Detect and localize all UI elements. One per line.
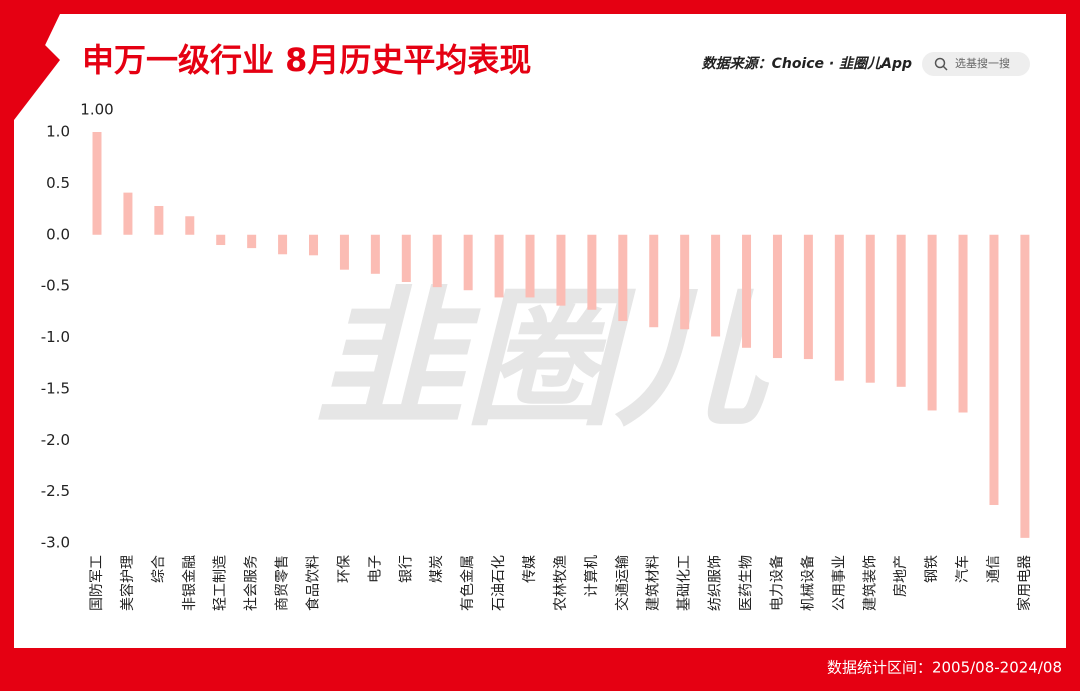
bar xyxy=(865,234,875,383)
x-tick-label: 医药生物 xyxy=(739,555,755,611)
y-tick-label: -2.0 xyxy=(41,431,70,449)
bar xyxy=(370,234,380,274)
bar xyxy=(803,234,813,360)
x-tick-label: 煤炭 xyxy=(429,555,445,583)
bar xyxy=(618,234,628,322)
search-icon xyxy=(934,57,946,69)
bar xyxy=(927,234,937,411)
x-tick-label: 纺织服饰 xyxy=(708,555,724,611)
bar xyxy=(401,234,411,283)
x-tick-label: 钢铁 xyxy=(924,555,940,583)
panel xyxy=(14,14,1066,648)
value-label: 1.00 xyxy=(80,101,113,119)
bar xyxy=(309,234,319,256)
bar xyxy=(339,234,349,270)
x-tick-label: 基础化工 xyxy=(676,555,693,611)
bar xyxy=(432,234,442,288)
y-tick-label: 0.5 xyxy=(46,174,70,192)
corner-arrow xyxy=(14,14,60,120)
bar xyxy=(278,234,288,255)
x-tick-label: 石油石化 xyxy=(491,555,507,611)
source: 数据来源：Choice · 韭圈儿App xyxy=(702,55,912,72)
x-tick-label: 建筑材料 xyxy=(646,555,662,611)
bar xyxy=(989,234,999,505)
x-tick-label: 有色金属 xyxy=(459,555,476,611)
x-tick-label: 电力设备 xyxy=(768,555,785,611)
x-tick-label: 建筑装饰 xyxy=(862,555,878,611)
x-tick-label: 轻工制造 xyxy=(213,555,229,611)
bar xyxy=(1020,234,1030,538)
x-tick-label: 汽车 xyxy=(954,555,971,583)
x-tick-label: 电子 xyxy=(367,555,383,583)
search-text[interactable]: 选基搜一搜 xyxy=(955,56,1010,70)
x-tick-label: 食品饮料 xyxy=(305,555,322,611)
x-tick-label: 计算机 xyxy=(584,555,600,597)
y-tick-label: -1.0 xyxy=(41,328,70,346)
bar xyxy=(123,192,133,235)
bar xyxy=(958,234,968,413)
chart-title: 申万一级行业 8月历史平均表现 xyxy=(82,41,531,79)
x-tick-label: 农林牧渔 xyxy=(553,555,569,611)
y-tick-label: 0.0 xyxy=(46,225,70,243)
x-tick-label: 公用事业 xyxy=(831,555,847,611)
bar xyxy=(587,234,597,310)
y-tick-label: 1.0 xyxy=(46,123,70,141)
x-tick-label: 综合 xyxy=(151,555,167,583)
x-tick-label: 通信 xyxy=(986,555,1002,583)
y-tick-label: -2.5 xyxy=(41,482,70,500)
x-tick-label: 美容护理 xyxy=(119,555,136,611)
y-tick-label: -3.0 xyxy=(41,534,70,552)
x-tick-label: 机械设备 xyxy=(799,555,816,611)
x-tick-label: 非银金融 xyxy=(182,555,198,611)
bar xyxy=(185,216,195,235)
footer: 数据统计区间：2005/08-2024/08 xyxy=(827,659,1062,677)
bar xyxy=(494,234,504,298)
bar xyxy=(680,234,690,330)
y-tick-label: -1.5 xyxy=(41,379,70,397)
x-tick-label: 商贸零售 xyxy=(275,555,291,611)
bar xyxy=(92,132,102,235)
bar xyxy=(216,234,226,246)
bar xyxy=(154,205,164,235)
bar xyxy=(711,234,721,337)
x-tick-label: 传媒 xyxy=(522,555,538,583)
bar xyxy=(896,234,906,387)
bar xyxy=(247,234,257,249)
bar xyxy=(649,234,659,328)
x-tick-label: 环保 xyxy=(336,555,352,583)
x-tick-label: 房地产 xyxy=(893,555,909,597)
bar xyxy=(772,234,782,359)
x-tick-label: 国防军工 xyxy=(89,555,105,611)
bar xyxy=(463,234,473,291)
bar xyxy=(834,234,844,381)
x-tick-label: 银行 xyxy=(398,555,414,583)
bar xyxy=(525,234,535,298)
search-box[interactable] xyxy=(922,52,1030,76)
x-tick-label: 交通运输 xyxy=(614,555,631,611)
bar xyxy=(556,234,566,306)
x-tick-label: 社会服务 xyxy=(244,555,260,611)
y-tick-label: -0.5 xyxy=(41,277,70,295)
bar xyxy=(742,234,752,348)
watermark: 韭圈儿 xyxy=(315,273,770,447)
x-tick-label: 家用电器 xyxy=(1016,555,1033,611)
search-icon xyxy=(942,65,948,71)
